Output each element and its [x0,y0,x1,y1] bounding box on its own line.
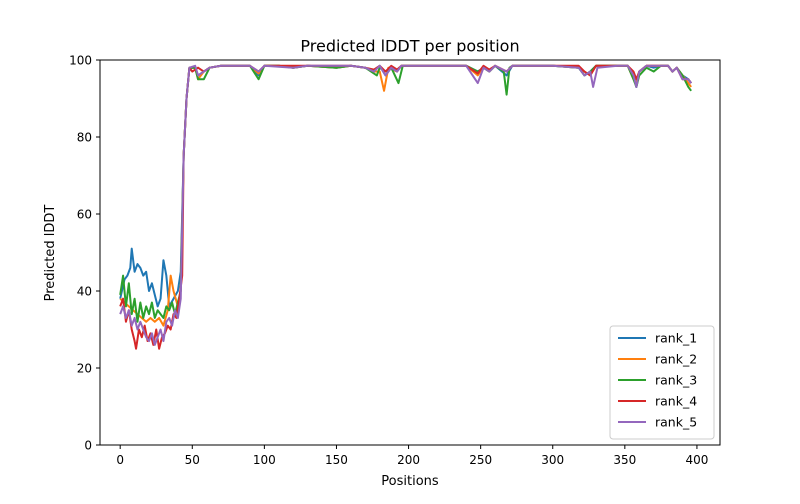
chart-title: Predicted lDDT per position [300,37,519,56]
legend: rank_1 rank_2 rank_3 rank_4 rank_5 [609,325,715,440]
legend-label: rank_2 [655,352,697,367]
x-tick-label: 100 [253,453,276,467]
y-tick-label: 0 [84,439,92,453]
legend-box [609,325,715,440]
x-tick-label: 350 [613,453,636,467]
series-line-rank-3 [119,64,692,323]
series-line-rank-4 [119,64,692,350]
y-tick-label: 80 [77,131,92,145]
legend-label: rank_5 [655,415,697,430]
y-axis-label: Predicted lDDT [43,205,58,302]
legend-label: rank_1 [655,331,697,346]
x-axis-label: Positions [381,474,439,489]
y-tick-label: 60 [77,208,92,222]
x-tick-label: 400 [685,453,708,467]
x-tick-label: 300 [541,453,564,467]
series-line-rank-2 [119,64,692,327]
series-line-rank-5 [119,64,692,346]
x-tick-label: 200 [397,453,420,467]
series-layer [119,64,692,350]
legend-label: rank_4 [655,394,697,409]
x-tick-label: 250 [469,453,492,467]
x-tick-label: 50 [185,453,200,467]
x-tick-label: 150 [325,453,348,467]
y-tick-label: 20 [77,362,92,376]
y-tick-label: 40 [77,285,92,299]
plot-frame [99,59,721,446]
series-line-rank-1 [119,64,692,308]
axes-layer: 0 50 100 150 200 250 300 350 400 0 20 40 60 80 100 [69,54,721,467]
y-tick-label: 100 [69,54,92,68]
legend-label: rank_3 [655,373,697,388]
x-tick-label: 0 [116,453,124,467]
